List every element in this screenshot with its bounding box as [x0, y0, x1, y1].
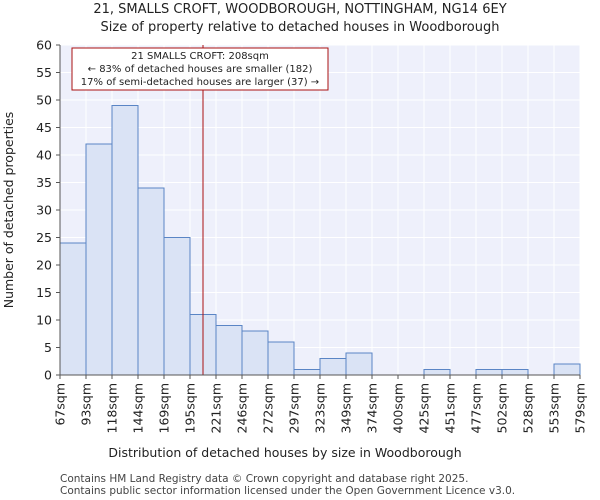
bar — [85, 143, 113, 376]
x-tick-label: 374sqm — [365, 383, 380, 433]
bar — [215, 325, 243, 376]
x-tick-label: 451sqm — [443, 383, 458, 433]
y-tick-label: 60 — [36, 38, 52, 53]
x-tick-label: 425sqm — [417, 383, 432, 433]
annotation-box: 21 SMALLS CROFT: 208sqm ← 83% of detache… — [71, 47, 329, 91]
x-tick-label: 579sqm — [573, 383, 588, 433]
y-tick-label: 45 — [36, 120, 52, 135]
bar — [319, 358, 347, 376]
x-tick-label: 400sqm — [391, 383, 406, 433]
x-tick-label: 323sqm — [313, 383, 328, 433]
bar — [163, 237, 191, 376]
y-tick-label: 35 — [36, 175, 52, 190]
x-tick-label: 195sqm — [183, 383, 198, 433]
footer-line2: Contains public sector information licen… — [60, 485, 515, 497]
x-tick-label: 169sqm — [157, 383, 172, 433]
y-tick-label: 5 — [44, 340, 52, 355]
y-tick-label: 50 — [36, 93, 52, 108]
y-tick-label: 55 — [36, 65, 52, 80]
x-tick-label: 118sqm — [105, 383, 120, 433]
bar — [553, 363, 581, 376]
bar — [345, 352, 373, 376]
x-tick-label: 297sqm — [287, 383, 302, 433]
x-tick-label: 349sqm — [339, 383, 354, 433]
x-tick-label: 477sqm — [469, 383, 484, 433]
x-tick-label: 553sqm — [547, 383, 562, 433]
bar — [475, 369, 503, 376]
bar — [501, 369, 529, 376]
x-axis-label: Distribution of detached houses by size … — [108, 445, 461, 460]
x-tick-label: 144sqm — [131, 383, 146, 433]
chart-title-line2: Size of property relative to detached ho… — [101, 20, 500, 35]
x-tick-label: 221sqm — [209, 383, 224, 433]
x-tick-label: 502sqm — [495, 383, 510, 433]
bar — [241, 330, 269, 376]
x-ticks: 67sqm 93sqm 118sqm 144sqm 169sqm 195sqm 221sqm… — [53, 375, 588, 433]
x-tick-label: 93sqm — [79, 383, 94, 426]
y-tick-label: 25 — [36, 230, 52, 245]
y-tick-label: 0 — [44, 368, 52, 383]
bar — [423, 369, 451, 376]
y-axis-label: Number of detached properties — [1, 112, 16, 309]
bar — [137, 187, 165, 376]
bar — [111, 105, 139, 376]
annotation-line1: 21 SMALLS CROFT: 208sqm — [131, 51, 269, 62]
y-tick-label: 10 — [36, 313, 52, 328]
x-tick-label: 528sqm — [521, 383, 536, 433]
y-tick-label: 40 — [36, 148, 52, 163]
y-tick-label: 15 — [36, 285, 52, 300]
x-tick-label: 67sqm — [53, 383, 68, 426]
x-tick-label: 272sqm — [261, 383, 276, 433]
y-ticks: 0 5 10 15 20 25 30 35 40 45 50 55 60 — [36, 38, 60, 383]
x-tick-label: 246sqm — [235, 383, 250, 433]
y-tick-label: 20 — [36, 258, 52, 273]
y-tick-label: 30 — [36, 203, 52, 218]
bar — [267, 341, 295, 376]
bar — [59, 242, 87, 376]
bar — [293, 369, 321, 376]
annotation-line3: 17% of semi-detached houses are larger (… — [81, 77, 319, 88]
footer-line1: Contains HM Land Registry data © Crown c… — [60, 473, 468, 485]
chart-title-line1: 21, SMALLS CROFT, WOODBOROUGH, NOTTINGHA… — [93, 2, 506, 17]
annotation-line2: ← 83% of detached houses are smaller (18… — [88, 64, 313, 75]
